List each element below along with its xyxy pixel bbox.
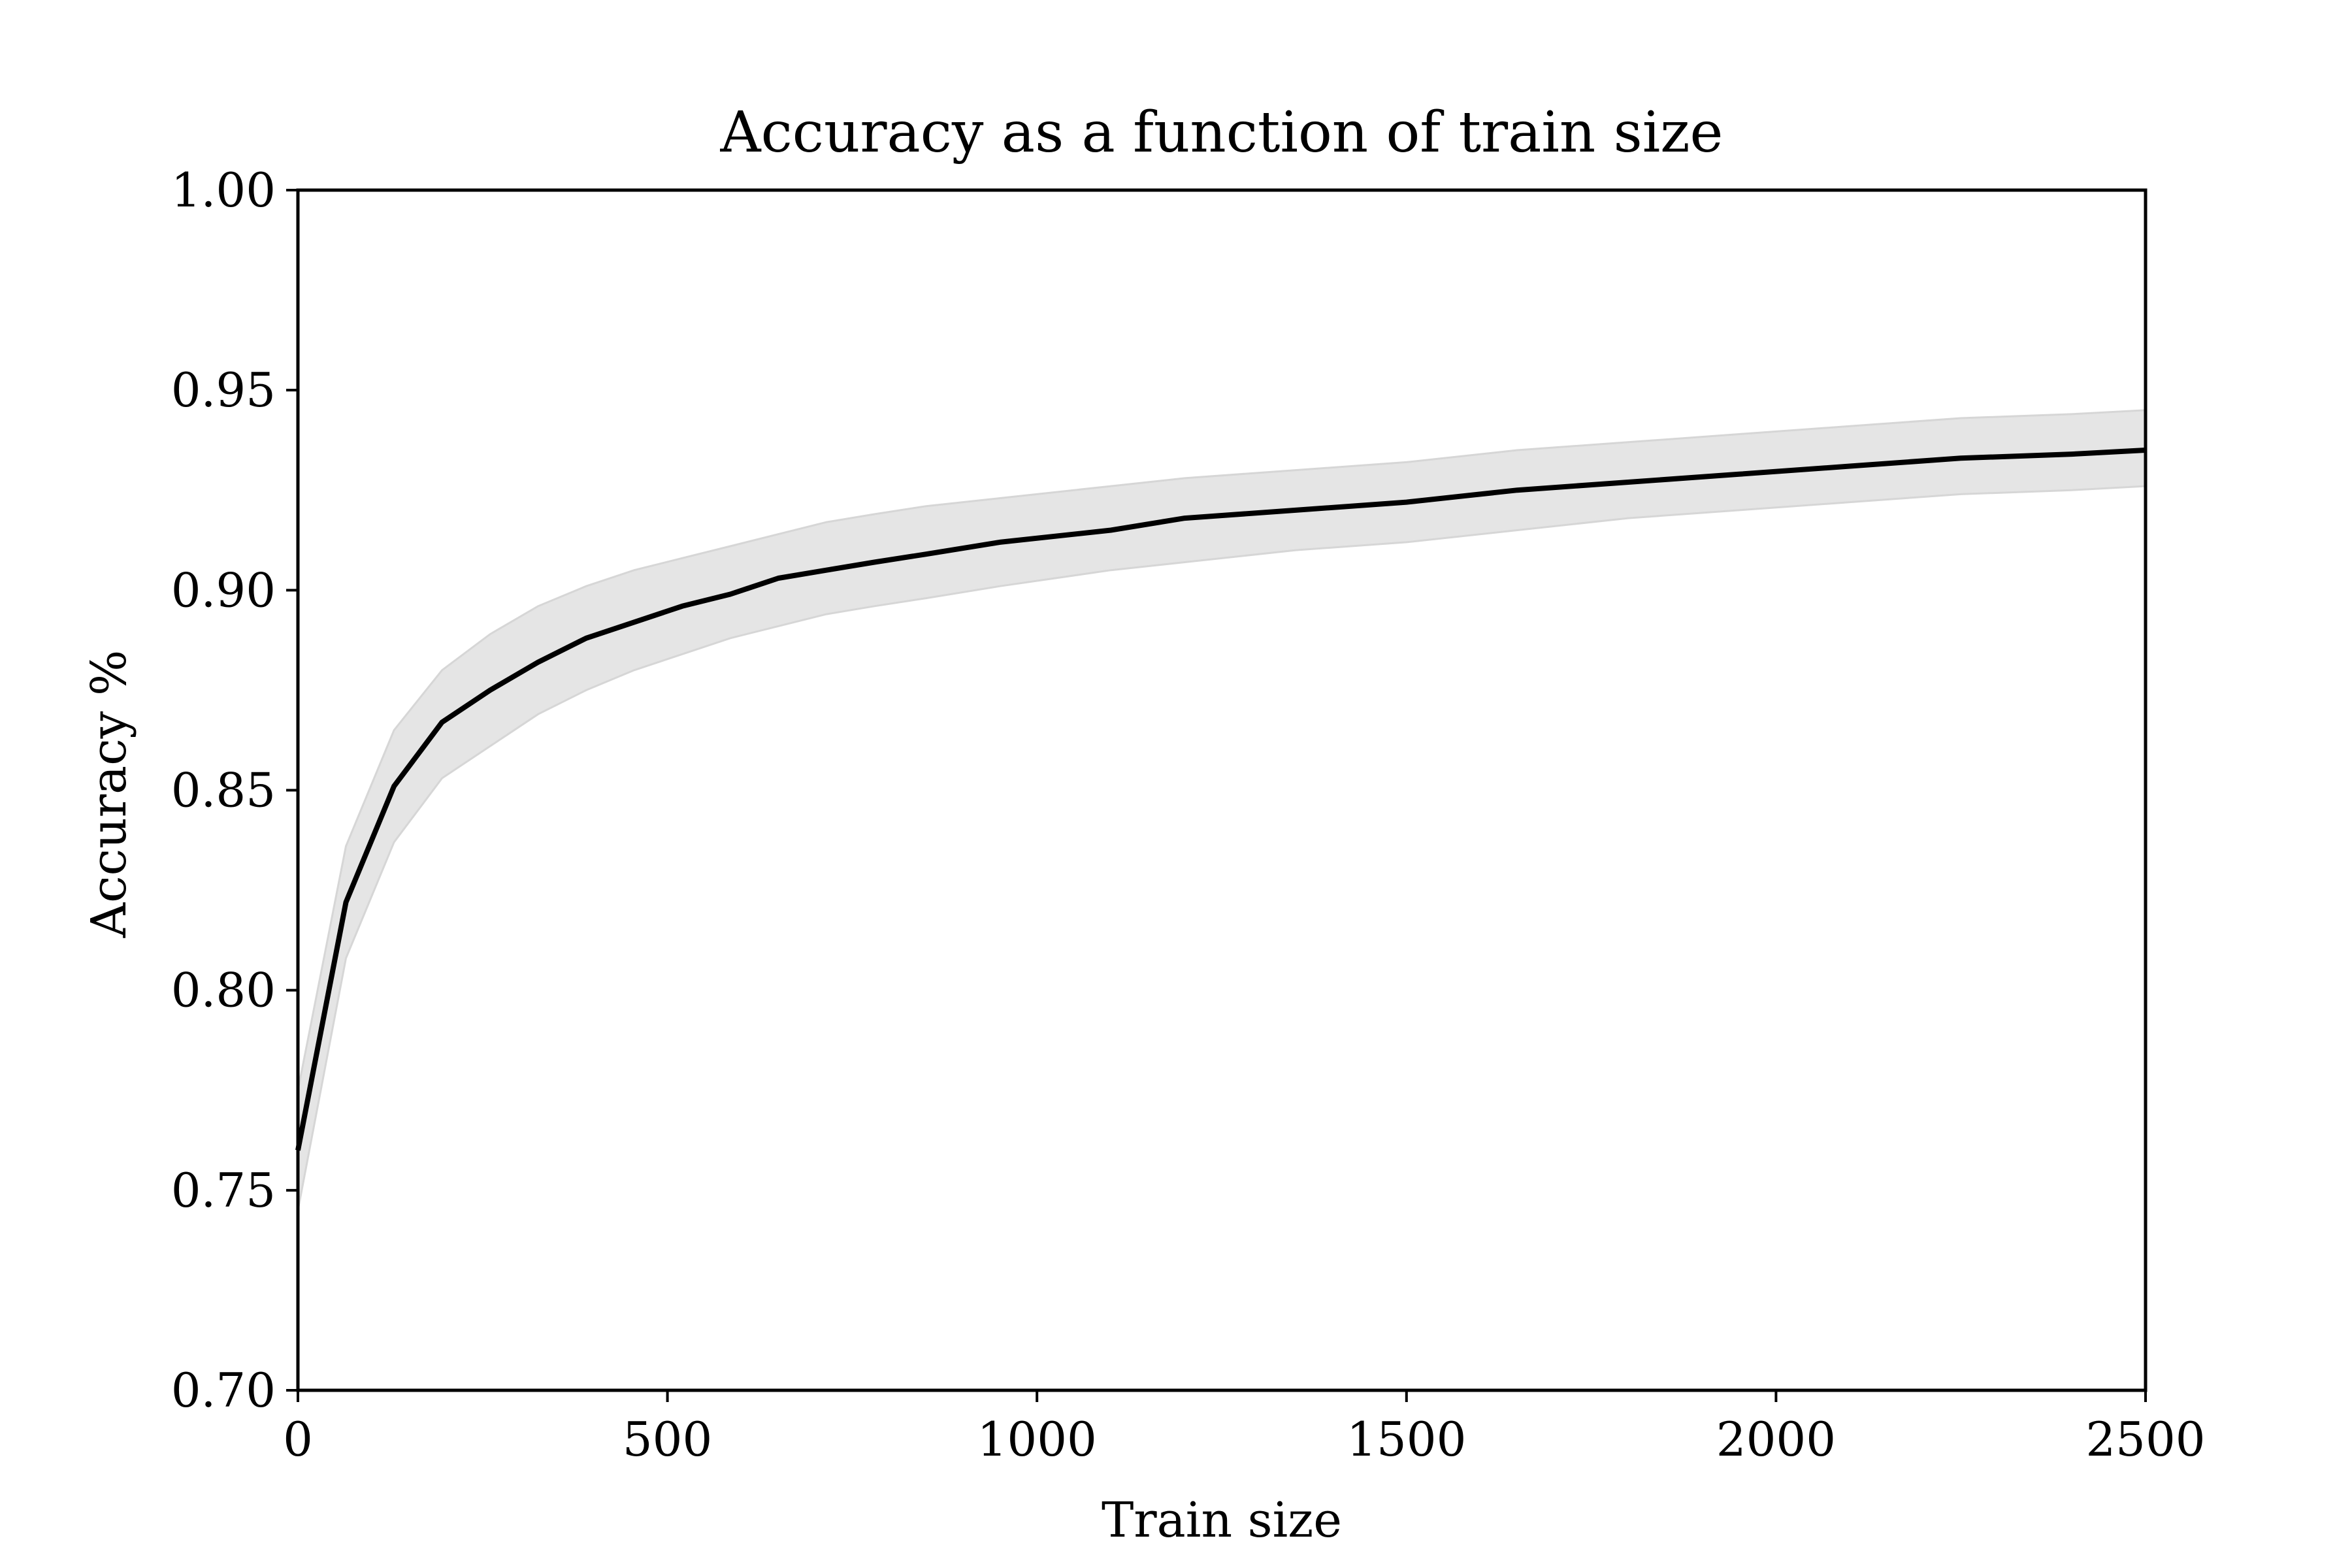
accuracy-line: [295, 448, 2146, 1151]
x-tick-label: 2500: [2085, 1412, 2205, 1467]
y-tick-label: 0.70: [171, 1363, 276, 1418]
y-tick-label: 0.90: [171, 563, 276, 617]
x-axis-label: Train size: [1102, 1492, 1342, 1548]
y-tick-label: 0.95: [171, 363, 276, 417]
y-tick-label: 0.80: [171, 963, 276, 1018]
y-tick-label: 0.75: [171, 1163, 276, 1218]
x-tick-label: 500: [623, 1412, 712, 1467]
x-tick-label: 1500: [1347, 1412, 1466, 1467]
x-tick-label: 0: [283, 1412, 313, 1467]
x-axis: 0 500 1000 1500 2000 2500: [283, 1390, 2206, 1467]
y-tick-label: 0.85: [171, 763, 276, 818]
chart-title: Accuracy as a function of train size: [720, 100, 1723, 165]
y-axis-label: Accuracy %: [81, 650, 137, 939]
x-tick-label: 1000: [977, 1412, 1097, 1467]
y-axis: 0.70 0.75 0.80 0.85 0.90 0.95 1.00: [171, 163, 298, 1418]
y-tick-label: 1.00: [171, 163, 276, 218]
x-tick-label: 2000: [1716, 1412, 1836, 1467]
